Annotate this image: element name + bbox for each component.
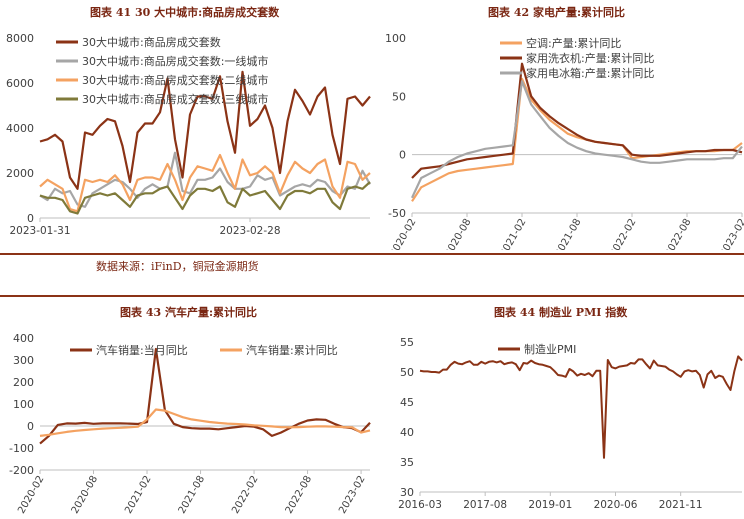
series-line-2 <box>411 62 743 179</box>
chart-42-svg: -50 0 50 100 2020-02 2020-08 2021-02 2021-08 202… <box>385 32 744 250</box>
x-tick-label: 2020-08 <box>70 474 100 516</box>
divider-top <box>0 253 744 255</box>
legend-label-1: 制造业PMI <box>524 342 576 356</box>
panel-chart-43: 图表 43 汽车产量:累计同比 -200 -100 0 100 200 300 400 202… <box>0 298 372 519</box>
x-tick-label: 2022-02 <box>608 217 638 250</box>
y-tick-label: 200 <box>13 376 34 389</box>
legend-label-2: 汽车销量:累计同比 <box>246 343 338 357</box>
panel-chart-44: 图表 44 制造业 PMI 指数 30 35 40 45 50 55 2016-03 2017… <box>372 298 744 519</box>
x-tick-label: 2020-02 <box>388 217 418 250</box>
series-line-2 <box>39 151 371 208</box>
x-tick-label: 2021-11 <box>659 499 703 511</box>
series-line-3 <box>39 153 371 213</box>
y-tick-label: 100 <box>385 32 406 45</box>
series-line-1 <box>39 70 371 190</box>
y-tick-label: 400 <box>13 332 34 345</box>
x-tick-label: 2022-02 <box>230 474 260 516</box>
y-tick-label: 6000 <box>6 77 34 90</box>
x-tick-label: 2020-02 <box>16 474 46 516</box>
y-tick-label: 0 <box>27 212 34 225</box>
series-line-1 <box>39 347 371 445</box>
panel-chart-42: 图表 42 家电产量:累计同比 -50 0 50 100 2020-02 2020-08 2… <box>372 0 744 250</box>
x-tick-label: 2023-02 <box>718 217 744 250</box>
series-line-2 <box>39 408 371 437</box>
x-tick-label: 2021-08 <box>177 474 207 516</box>
series-line-3 <box>411 80 743 199</box>
x-tick-label: 2016-03 <box>398 499 442 511</box>
y-tick-label: 4000 <box>6 122 34 135</box>
series-line-4 <box>39 181 371 215</box>
x-tick-label: 2022-08 <box>284 474 314 516</box>
x-tick-label: 2023-02 <box>337 474 367 516</box>
y-tick-label: 8000 <box>6 32 34 45</box>
legend-label-1: 汽车销量:当月同比 <box>96 343 188 357</box>
series-line-1 <box>411 77 743 202</box>
x-tick-label: 2022-08 <box>663 217 693 250</box>
x-tick-label: 2023-02-28 <box>219 225 280 237</box>
legend-label-4: 30大中城市:商品房成交套数:三线城市 <box>82 92 268 106</box>
x-tick-label: 2023-01-31 <box>9 225 70 237</box>
source-note: 数据来源：iFinD，铜冠金源期货 <box>96 260 259 273</box>
legend-label-1: 空调:产量:累计同比 <box>526 36 621 50</box>
x-tick-label: 2017-08 <box>463 499 507 511</box>
y-tick-label: 2000 <box>6 167 34 180</box>
legend-label-1: 30大中城市:商品房成交套数 <box>82 35 221 49</box>
y-tick-label: 0 <box>399 149 406 162</box>
y-tick-label: 35 <box>400 456 414 469</box>
chart-41-svg: 0 2000 4000 6000 8000 2023-01-31 2023-02-28 30大… <box>6 32 371 237</box>
panel-chart-41: 图表 41 30 大中城市:商品房成交套数 0 2000 4000 6000 8000 2… <box>0 0 372 250</box>
chart-42-title: 图表 42 家电产量:累计同比 <box>488 6 626 19</box>
y-tick-label: 0 <box>27 420 34 433</box>
y-tick-label: -200 <box>9 464 34 477</box>
y-tick-label: 45 <box>400 396 414 409</box>
y-tick-label: 50 <box>392 90 406 103</box>
series-line-1 <box>419 355 743 459</box>
chart-43-svg: -200 -100 0 100 200 300 400 2020-02 2020-08 2021-… <box>9 332 371 516</box>
chart-43-title: 图表 43 汽车产量:累计同比 <box>120 306 258 319</box>
x-tick-label: 2019-01 <box>528 499 572 511</box>
legend-label-2: 家用洗衣机:产量:累计同比 <box>526 51 654 65</box>
divider-bottom <box>0 295 744 297</box>
legend-label-2: 30大中城市:商品房成交套数:一线城市 <box>82 54 268 68</box>
x-tick-label: 2021-02 <box>123 474 153 516</box>
y-tick-label: 100 <box>13 398 34 411</box>
x-tick-label: 2021-08 <box>553 217 583 250</box>
chart-44-svg: 30 35 40 45 50 55 2016-03 2017-08 2019-01 2020-06… <box>398 336 743 511</box>
legend-label-3: 家用电冰箱:产量:累计同比 <box>526 66 654 80</box>
y-tick-label: 300 <box>13 354 34 367</box>
x-tick-label: 2020-06 <box>594 499 638 511</box>
y-tick-label: 50 <box>400 366 414 379</box>
y-tick-label: -100 <box>9 442 34 455</box>
y-tick-label: 30 <box>400 486 414 499</box>
y-tick-label: 40 <box>400 426 414 439</box>
chart-44-title: 图表 44 制造业 PMI 指数 <box>494 306 628 319</box>
y-tick-label: 55 <box>400 336 414 349</box>
x-tick-label: 2020-08 <box>443 217 473 250</box>
legend-label-3: 30大中城市:商品房成交套数:二线城市 <box>82 73 268 87</box>
y-tick-label: -50 <box>388 207 406 220</box>
chart-41-title: 图表 41 30 大中城市:商品房成交套数 <box>90 6 280 19</box>
x-tick-label: 2021-02 <box>498 217 528 250</box>
